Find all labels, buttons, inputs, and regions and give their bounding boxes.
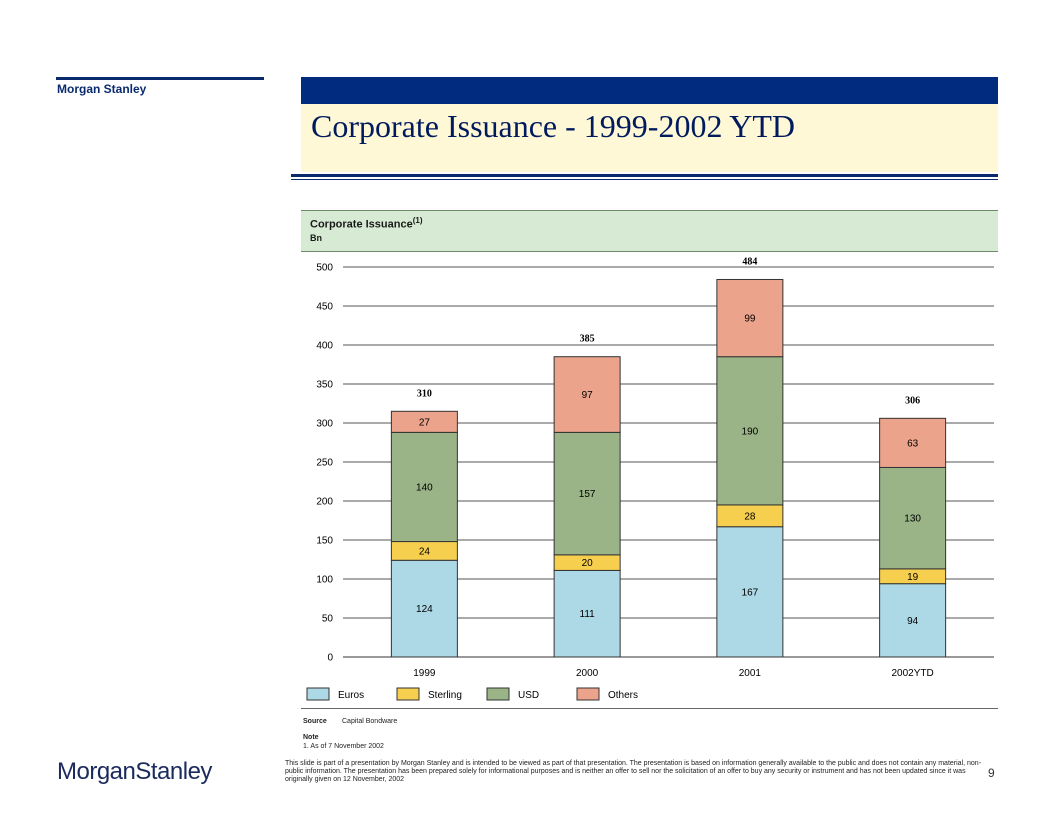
y-tick-label: 200 xyxy=(316,497,333,508)
y-tick-label: 250 xyxy=(316,458,333,469)
chart-header-title: Corporate Issuance(1) xyxy=(310,216,422,231)
x-tick-label: 2000 xyxy=(576,668,599,679)
bar-segment xyxy=(716,278,784,358)
chart-header xyxy=(301,210,998,252)
brand-name: Morgan Stanley xyxy=(57,82,147,96)
note-label: Note xyxy=(303,734,319,741)
note-value: 1. As of 7 November 2002 xyxy=(303,743,384,750)
bar-value-label: 19 xyxy=(907,572,919,583)
bar-total-label: 306 xyxy=(905,395,920,406)
bar-value-label: 63 xyxy=(907,438,919,449)
bar-value-label: 157 xyxy=(579,489,596,500)
bar-total-label: 310 xyxy=(417,388,432,399)
page-title: Corporate Issuance - 1999-2002 YTD xyxy=(311,108,796,144)
page-number: 9 xyxy=(988,766,995,780)
bar-value-label: 99 xyxy=(744,314,756,325)
legend-label: Sterling xyxy=(428,690,462,701)
y-tick-label: 150 xyxy=(316,536,333,547)
title-box xyxy=(301,104,998,172)
legend-label: USD xyxy=(518,690,539,701)
bar-segment xyxy=(716,526,784,658)
bar-segment xyxy=(553,431,621,556)
y-tick-label: 450 xyxy=(316,302,333,313)
x-tick-label: 1999 xyxy=(413,668,436,679)
title-rule-thin xyxy=(291,179,998,180)
bar-segment xyxy=(390,410,458,433)
bar-segment xyxy=(879,417,947,468)
bar-segment xyxy=(553,569,621,658)
x-tick-label: 2001 xyxy=(739,668,762,679)
bar-value-label: 97 xyxy=(582,390,594,401)
chart-header-footnote-ref: (1) xyxy=(412,216,423,225)
brand-rule xyxy=(56,77,264,80)
bar-segment xyxy=(716,356,784,506)
bar-value-label: 130 xyxy=(904,514,921,525)
y-tick-label: 100 xyxy=(316,575,333,586)
chart-unit: Bn xyxy=(310,233,322,243)
legend-divider xyxy=(301,708,998,709)
chart-header-title-text: Corporate Issuance xyxy=(310,218,413,231)
bar-total-label: 484 xyxy=(742,256,757,267)
bar-value-label: 124 xyxy=(416,604,433,615)
bar-segment xyxy=(879,583,947,658)
title-rule xyxy=(291,174,998,177)
legend-swatch xyxy=(576,687,600,701)
y-tick-label: 300 xyxy=(316,419,333,430)
bar-value-label: 24 xyxy=(419,546,431,557)
bar-segment xyxy=(553,356,621,433)
bar-segment xyxy=(390,559,458,658)
bar-value-label: 28 xyxy=(744,511,756,522)
bar-value-label: 167 xyxy=(742,587,759,598)
chart-legend: Euros Sterling USD Others xyxy=(306,687,638,701)
bar-value-label: 111 xyxy=(580,609,596,620)
bar-total-label: 385 xyxy=(580,334,595,345)
chart-bars xyxy=(390,278,947,658)
legend-label: Others xyxy=(608,690,638,701)
bar-value-label: 140 xyxy=(416,482,433,493)
y-tick-label: 0 xyxy=(327,653,333,664)
y-tick-label: 50 xyxy=(322,614,334,625)
footer-logo: MorganStanley xyxy=(57,758,212,785)
bar-value-label: 27 xyxy=(419,417,431,428)
y-tick-label: 350 xyxy=(316,380,333,391)
chart-labels: 0 50 100 150 200 250 300 350 400 450 500 124 24 140 27… xyxy=(316,256,933,679)
disclaimer-text: This slide is part of a presentation by … xyxy=(285,760,982,783)
bar-value-label: 190 xyxy=(742,426,759,437)
bar-segment xyxy=(879,466,947,570)
legend-swatch xyxy=(306,687,330,701)
bar-value-label: 20 xyxy=(582,558,594,569)
y-tick-label: 500 xyxy=(316,263,333,274)
x-tick-label: 2002YTD xyxy=(892,668,934,679)
source-label: Source xyxy=(303,718,327,725)
title-bar xyxy=(301,77,998,104)
legend-label: Euros xyxy=(338,690,364,701)
bar-value-label: 94 xyxy=(907,616,919,627)
legend-swatch xyxy=(486,687,510,701)
source-value: Capital Bondware xyxy=(342,718,398,725)
legend-swatch xyxy=(396,687,420,701)
bar-segment xyxy=(390,431,458,543)
y-tick-label: 400 xyxy=(316,341,333,352)
